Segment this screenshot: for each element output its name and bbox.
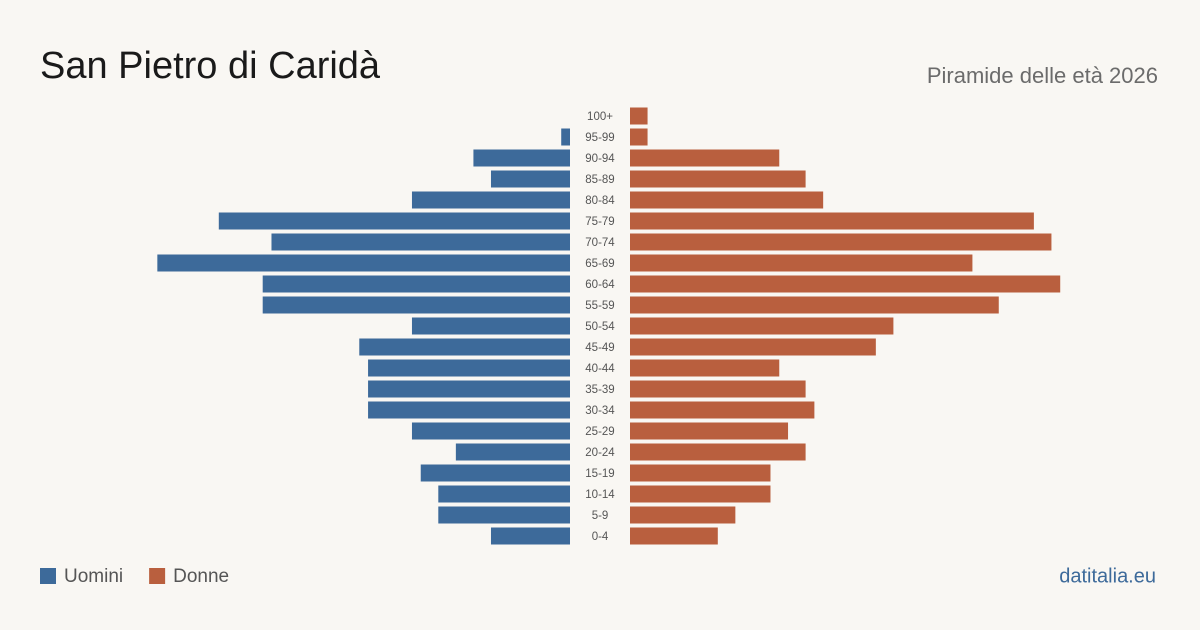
bar xyxy=(490,527,570,545)
bar xyxy=(630,212,1034,230)
bar xyxy=(630,128,648,146)
bar xyxy=(490,170,570,188)
age-label: 10-14 xyxy=(585,489,615,501)
bar xyxy=(561,128,570,146)
age-label: 45-49 xyxy=(585,342,614,354)
bar xyxy=(262,275,570,293)
age-label: 55-59 xyxy=(585,300,614,312)
bar xyxy=(411,422,570,440)
bar xyxy=(438,506,570,524)
bar xyxy=(630,401,815,419)
age-label: 80-84 xyxy=(585,195,615,207)
bar xyxy=(630,170,806,188)
bar xyxy=(368,359,570,377)
age-label: 75-79 xyxy=(585,216,614,228)
source: datitalia.eu xyxy=(1059,565,1156,587)
bar xyxy=(630,317,894,335)
bar xyxy=(473,149,570,167)
bar xyxy=(368,401,570,419)
chart-subtitle: Piramide delle età 2026 xyxy=(927,63,1158,88)
age-label: 95-99 xyxy=(585,132,614,144)
bar xyxy=(630,296,999,314)
bar xyxy=(438,485,570,503)
legend-swatch xyxy=(40,568,56,584)
bar xyxy=(630,149,780,167)
age-label: 40-44 xyxy=(585,363,615,375)
bar xyxy=(411,191,570,209)
bar xyxy=(455,443,570,461)
bar xyxy=(630,380,806,398)
age-label: 15-19 xyxy=(585,468,614,480)
bar xyxy=(630,338,876,356)
age-label: 0-4 xyxy=(592,531,609,543)
bar xyxy=(630,506,736,524)
age-label: 20-24 xyxy=(585,447,615,459)
bar xyxy=(630,485,771,503)
age-label: 85-89 xyxy=(585,174,614,186)
bar xyxy=(271,233,570,251)
bar xyxy=(359,338,570,356)
age-label: 65-69 xyxy=(585,258,614,270)
bar xyxy=(411,317,570,335)
age-label: 50-54 xyxy=(585,321,615,333)
age-label: 100+ xyxy=(587,111,613,123)
bar xyxy=(218,212,571,230)
legend-label: Uomini xyxy=(64,566,123,587)
bar xyxy=(630,464,771,482)
age-label: 30-34 xyxy=(585,405,615,417)
bar xyxy=(630,443,806,461)
bar xyxy=(630,359,780,377)
bar xyxy=(368,380,570,398)
bar xyxy=(630,254,973,272)
bar xyxy=(630,275,1061,293)
bar xyxy=(630,233,1052,251)
age-label: 5-9 xyxy=(592,510,609,522)
age-label: 25-29 xyxy=(585,426,614,438)
age-label: 70-74 xyxy=(585,237,615,249)
bar xyxy=(157,254,570,272)
chart-title: San Pietro di Caridà xyxy=(40,45,381,87)
bar xyxy=(630,422,789,440)
bar xyxy=(420,464,570,482)
age-label: 35-39 xyxy=(585,384,614,396)
bar xyxy=(262,296,570,314)
legend-swatch xyxy=(149,568,166,584)
legend-label: Donne xyxy=(173,566,229,587)
bar xyxy=(630,107,648,125)
bar xyxy=(630,527,718,545)
age-label: 60-64 xyxy=(585,279,615,291)
bar xyxy=(630,191,824,209)
age-label: 90-94 xyxy=(585,153,615,165)
